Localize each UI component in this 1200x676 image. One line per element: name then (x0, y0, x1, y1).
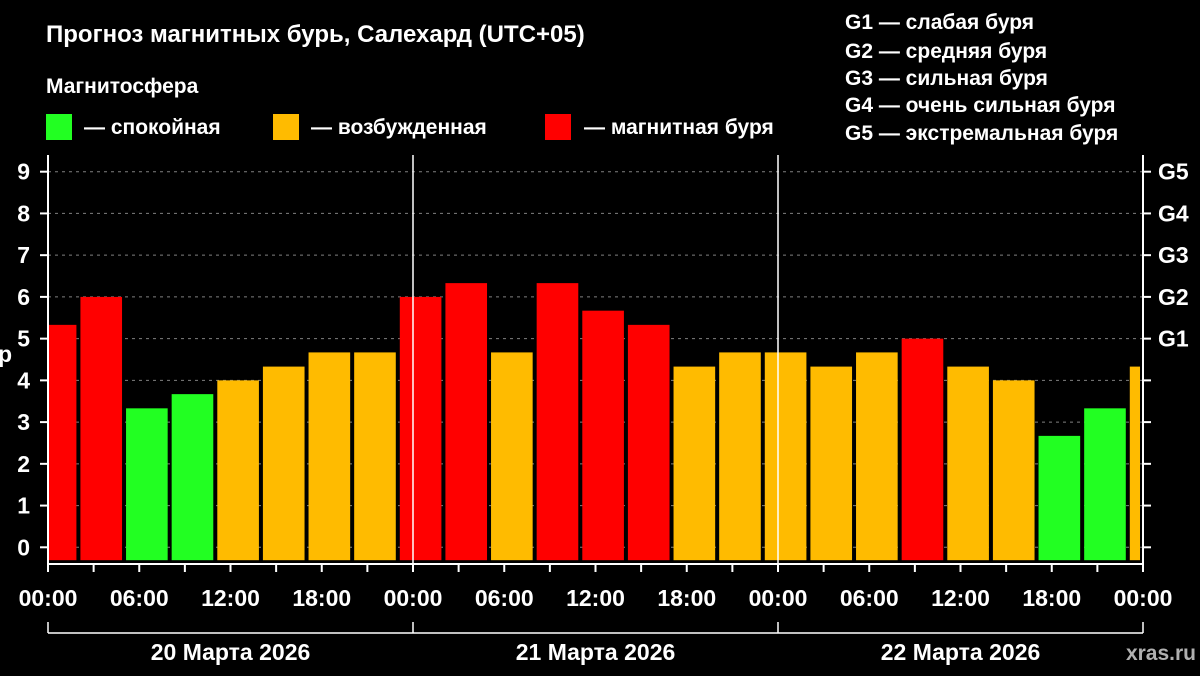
bar-5 (262, 366, 305, 561)
bar-7 (354, 352, 396, 561)
bar-3 (171, 394, 214, 561)
y-tick-label-7: 7 (17, 242, 30, 268)
bar-20 (947, 366, 989, 561)
y-tick-label-1: 1 (17, 493, 30, 519)
bars (49, 283, 1142, 564)
x-tick-label-4: 00:00 (384, 585, 443, 611)
bar-24 (1129, 366, 1140, 561)
y-tick-label-9: 9 (17, 159, 30, 185)
right-tick-label-g5: G5 (1158, 159, 1189, 185)
bar-22 (1038, 435, 1081, 561)
x-tick-label-11: 18:00 (1022, 585, 1081, 611)
y-tick-label-5: 5 (17, 326, 30, 352)
source-credit: xras.ru (1126, 642, 1196, 665)
bar-21 (992, 380, 1035, 561)
storm-scale-g3: G3 — сильная буря (845, 67, 1048, 90)
axes (40, 155, 1151, 634)
x-tick-label-2: 12:00 (201, 585, 260, 611)
day-separators (412, 155, 779, 564)
bar-12 (582, 310, 624, 561)
x-tick-label-0: 00:00 (19, 585, 78, 611)
bar-17 (810, 366, 853, 561)
legend-calm: — спокойная (46, 114, 221, 140)
x-tick-label-10: 12:00 (931, 585, 990, 611)
x-tick-label-7: 18:00 (657, 585, 716, 611)
storm-scale-legend: G1 — слабая буря G2 — средняя буря G3 — … (845, 11, 1118, 145)
bar-1 (80, 296, 123, 561)
bar-2 (126, 408, 168, 561)
legend-heading: Магнитосфера (46, 75, 199, 98)
bar-9 (445, 283, 488, 561)
right-tick-label-g4: G4 (1158, 200, 1189, 226)
bar-23 (1084, 408, 1126, 561)
bar-6 (308, 352, 351, 561)
storm-scale-g5: G5 — экстремальная буря (845, 122, 1118, 145)
legend-calm-label: — спокойная (84, 116, 221, 139)
y-tick-label-3: 3 (17, 409, 30, 435)
x-tick-label-3: 18:00 (292, 585, 351, 611)
legend-excited-swatch (273, 114, 299, 140)
x-tick-label-5: 06:00 (475, 585, 534, 611)
bar-19 (901, 338, 944, 561)
bar-4 (217, 380, 259, 561)
bar-baseline-mask (49, 560, 1142, 564)
x-tick-label-12: 00:00 (1114, 585, 1173, 611)
legend-excited: — возбужденная (273, 114, 487, 140)
x-tick-label-1: 06:00 (110, 585, 169, 611)
y-tick-label-2: 2 (17, 451, 30, 477)
y-tick-label-4: 4 (17, 367, 30, 393)
right-tick-label-g2: G2 (1158, 284, 1189, 310)
day-label-1: 21 Марта 2026 (516, 639, 676, 665)
y-axis-label: р (0, 341, 12, 367)
legend-excited-label: — возбужденная (311, 116, 487, 139)
axis-labels: 0 1 2 3 4 5 6 7 8 9 G1 G2 G3 G4 G5 00:00 06:00 12:00 18:00… (17, 159, 1189, 665)
bar-8 (399, 296, 442, 561)
x-tick-label-8: 00:00 (749, 585, 808, 611)
day-label-0: 20 Марта 2026 (151, 639, 311, 665)
storm-scale-g1: G1 — слабая буря (845, 11, 1034, 34)
y-tick-label-0: 0 (17, 534, 30, 560)
day-label-2: 22 Марта 2026 (881, 639, 1041, 665)
y-tick-label-8: 8 (17, 200, 30, 226)
bar-18 (856, 352, 898, 561)
bar-14 (673, 366, 716, 561)
x-tick-label-6: 12:00 (566, 585, 625, 611)
chart-title: Прогноз магнитных бурь, Салехард (UTC+05… (46, 21, 585, 48)
bar-11 (536, 283, 579, 561)
legend-storm-swatch (545, 114, 571, 140)
storm-scale-g4: G4 — очень сильная буря (845, 94, 1115, 117)
bar-16 (764, 352, 807, 561)
y-tick-label-6: 6 (17, 284, 30, 310)
bar-10 (491, 352, 533, 561)
storm-scale-g2: G2 — средняя буря (845, 40, 1047, 63)
bar-13 (627, 324, 670, 561)
right-tick-label-g1: G1 (1158, 326, 1189, 352)
legend-storm: — магнитная буря (545, 114, 774, 140)
legend-storm-label: — магнитная буря (584, 116, 774, 139)
bar-15 (719, 352, 761, 561)
legend-calm-swatch (46, 114, 72, 140)
right-tick-label-g3: G3 (1158, 242, 1189, 268)
bar-0 (49, 324, 77, 561)
x-tick-label-9: 06:00 (840, 585, 899, 611)
